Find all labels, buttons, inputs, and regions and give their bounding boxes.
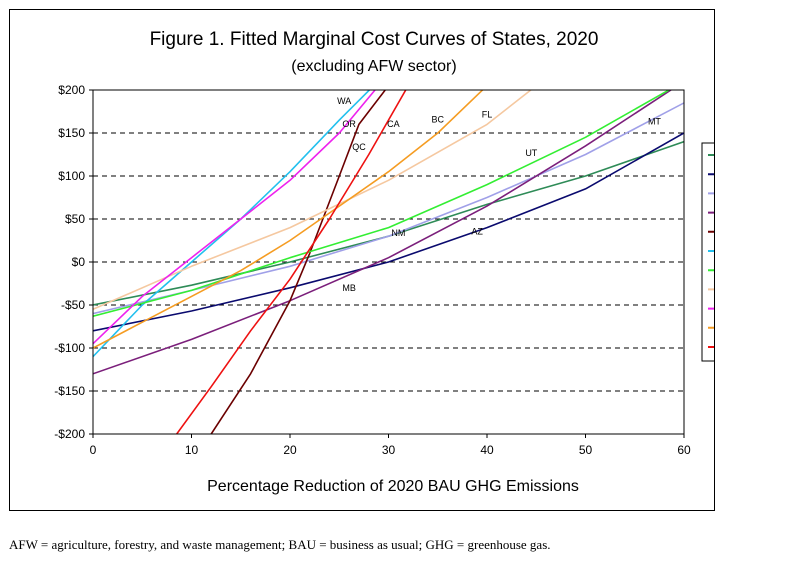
y-tick-label: -$100 [54, 341, 85, 355]
series-line-az [93, 132, 684, 332]
x-tick-label: 30 [382, 443, 396, 457]
curve-label-ca: CA [387, 119, 400, 129]
y-tick-label: -$50 [61, 298, 85, 312]
x-tick-label: 10 [185, 443, 199, 457]
series-line-bc [93, 90, 484, 349]
x-axis-title: Percentage Reduction of 2020 BAU GHG Emi… [207, 478, 579, 495]
curve-label-bc: BC [431, 115, 444, 125]
series-line-mt [93, 102, 684, 315]
curve-label-qc: QC [352, 142, 366, 152]
series-line-ut [93, 90, 671, 317]
chart-title: Figure 1. Fitted Marginal Cost Curves of… [150, 29, 599, 50]
chart: Figure 1. Fitted Marginal Cost Curves of… [54, 29, 714, 495]
y-tick-label: $0 [72, 255, 86, 269]
y-axis: $200 $150 $100 $50 $0 -$50 -$100 -$150 -$200 [54, 83, 93, 441]
series-line-or [93, 90, 377, 345]
y-tick-label: $200 [58, 83, 85, 97]
x-axis: 0 10 20 30 40 50 60 [90, 434, 691, 457]
y-tick-label: $50 [65, 212, 85, 226]
x-tick-label: 40 [480, 443, 494, 457]
series-line-mb [93, 90, 673, 375]
x-tick-label: 0 [90, 443, 97, 457]
x-tick-label: 50 [579, 443, 593, 457]
curve-label-az: AZ [471, 226, 483, 236]
curve-label-mb: MB [342, 283, 356, 293]
curve-label-ut: UT [525, 148, 537, 158]
series-line-nm [93, 140, 684, 306]
series-line-fl [93, 90, 533, 311]
y-tick-label: $100 [58, 169, 85, 183]
curve-label-wa: WA [337, 96, 351, 106]
curve-label-nm: NM [391, 228, 405, 238]
series-line-wa [93, 90, 371, 358]
chart-subtitle: (excluding AFW sector) [291, 58, 456, 75]
series-line-qc [210, 90, 387, 434]
x-tick-label: 60 [677, 443, 691, 457]
curve-label-or: OR [342, 119, 356, 129]
curve-label-fl: FL [482, 110, 493, 120]
series-line-ca [176, 90, 407, 434]
x-tick-label: 20 [283, 443, 297, 457]
chart-frame: Figure 1. Fitted Marginal Cost Curves of… [9, 9, 715, 511]
curve-label-mt: MT [648, 116, 661, 126]
y-tick-label: -$200 [54, 427, 85, 441]
y-tick-label: $150 [58, 126, 85, 140]
series-lines [93, 90, 684, 434]
y-tick-label: -$150 [54, 384, 85, 398]
curve-labels: NM AZ MT MB QC WA UT FL OR BC CA [337, 96, 661, 293]
footnote: AFW = agriculture, forestry, and waste m… [9, 537, 551, 552]
